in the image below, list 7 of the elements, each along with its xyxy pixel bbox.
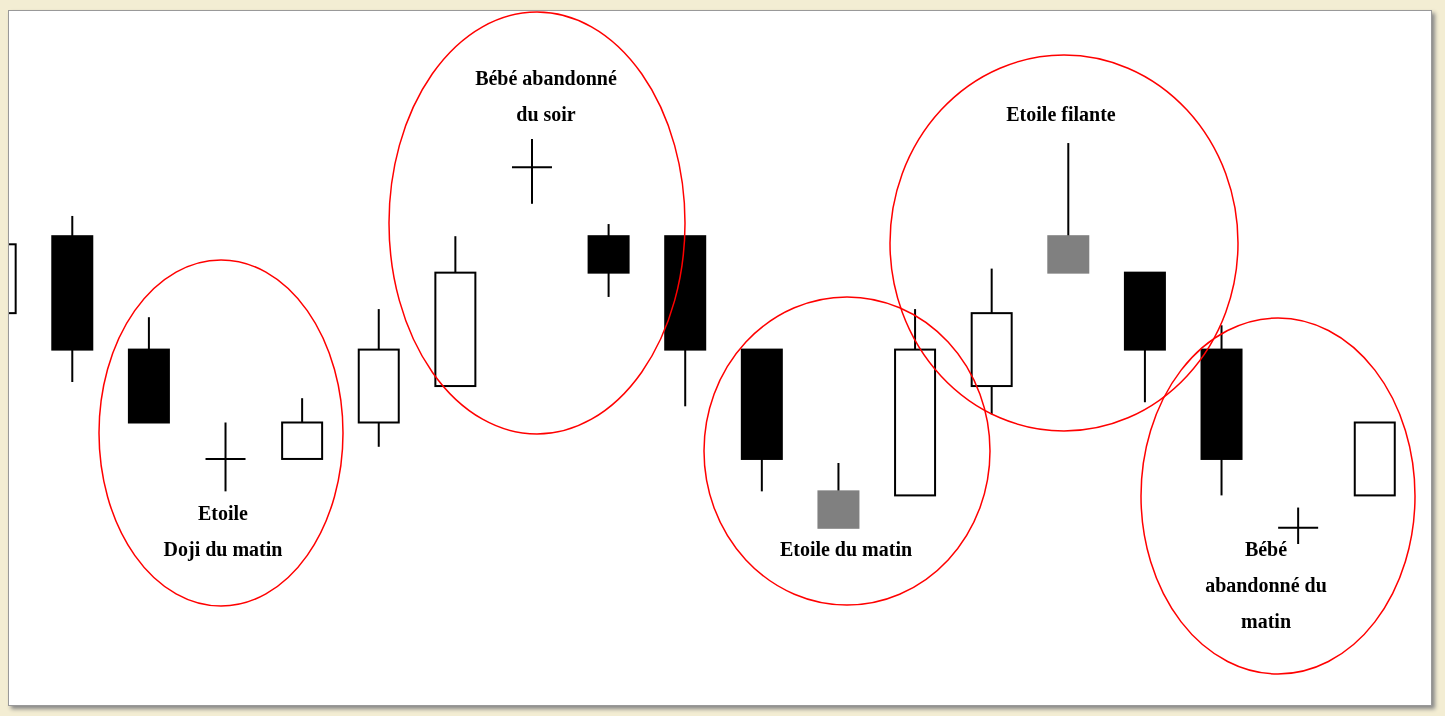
text: Bébé abandonné du soir: [475, 67, 617, 125]
text: Etoile filante: [1006, 103, 1116, 125]
annotation: Etoile Doji du matin: [163, 502, 283, 561]
candlestick: [510, 138, 553, 205]
candlestick: [204, 421, 247, 493]
annotation: Bébé abandonné du matin: [1205, 538, 1327, 632]
annotation: Etoile du matin: [779, 538, 913, 560]
